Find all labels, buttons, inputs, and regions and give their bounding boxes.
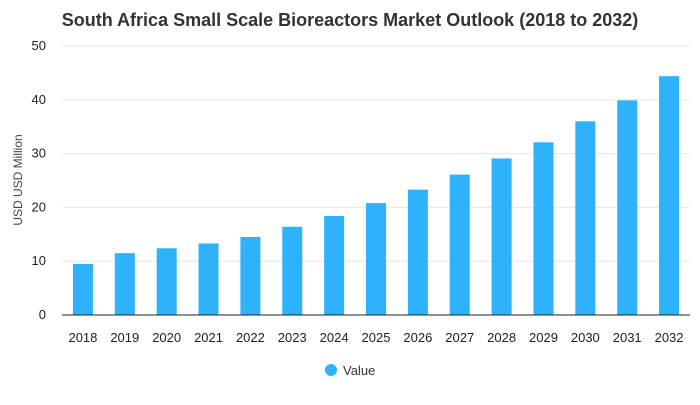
bar-2028[interactable]	[491, 158, 512, 315]
y-tick-label: 50	[32, 38, 46, 53]
x-tick-label: 2022	[236, 330, 265, 345]
y-axis-ticks: 0 10 20 30 40 50	[32, 38, 46, 322]
legend[interactable]: Value	[325, 363, 375, 378]
y-tick-label: 10	[32, 253, 46, 268]
y-tick-label: 0	[39, 307, 46, 322]
x-tick-label: 2019	[110, 330, 139, 345]
x-tick-label: 2030	[571, 330, 600, 345]
x-tick-label: 2023	[278, 330, 307, 345]
bar-series	[72, 76, 680, 316]
y-axis-label: USD USD Million	[11, 134, 25, 225]
bar-2019[interactable]	[114, 253, 135, 315]
bar-2027[interactable]	[449, 174, 470, 315]
bar-2021[interactable]	[198, 243, 219, 315]
y-tick-label: 30	[32, 146, 46, 161]
x-axis-ticks: 2018 2019 2020 2021 2022 2023 2024 2025 2026 2027…	[68, 330, 683, 345]
bar-2025[interactable]	[366, 203, 386, 315]
bar-2029[interactable]	[533, 142, 554, 315]
x-tick-label: 2021	[194, 330, 223, 345]
bar-2023[interactable]	[282, 226, 303, 315]
x-tick-label: 2031	[613, 330, 642, 345]
x-tick-label: 2024	[320, 330, 349, 345]
x-tick-label: 2020	[152, 330, 181, 345]
x-tick-label: 2029	[529, 330, 558, 345]
bar-2026[interactable]	[407, 189, 428, 315]
x-tick-label: 2025	[362, 330, 391, 345]
legend-label: Value	[343, 363, 375, 378]
bar-2030[interactable]	[575, 121, 596, 315]
bar-2018[interactable]	[72, 263, 93, 315]
chart-title: South Africa Small Scale Bioreactors Mar…	[62, 10, 639, 30]
bar-2032[interactable]	[659, 76, 680, 316]
y-tick-label: 20	[32, 199, 46, 214]
bar-2022[interactable]	[240, 236, 261, 315]
x-tick-label: 2032	[655, 330, 684, 345]
x-tick-label: 2028	[487, 330, 516, 345]
legend-marker	[325, 364, 337, 376]
bar-2031[interactable]	[617, 100, 638, 315]
x-tick-label: 2026	[403, 330, 432, 345]
bar-2020[interactable]	[156, 248, 177, 315]
bar-2024[interactable]	[324, 216, 345, 315]
y-tick-label: 40	[32, 92, 46, 107]
x-tick-label: 2027	[445, 330, 474, 345]
x-tick-label: 2018	[68, 330, 97, 345]
